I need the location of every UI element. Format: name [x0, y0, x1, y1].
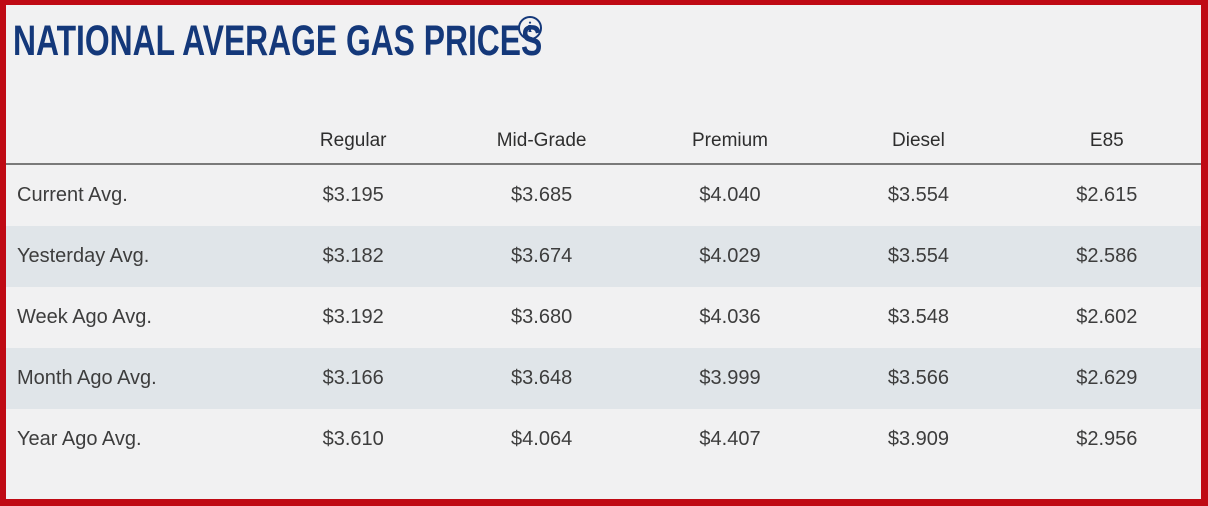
- row-label: Year Ago Avg.: [17, 428, 142, 450]
- column-header-e85: E85: [1089, 130, 1124, 151]
- price-cell: $3.554: [887, 184, 949, 206]
- column-header-midgrade: Mid-Grade: [496, 130, 587, 151]
- row-label: Yesterday Avg.: [17, 245, 150, 267]
- price-cell: $2.602: [1076, 306, 1138, 328]
- price-cell: $4.407: [699, 428, 761, 450]
- price-cell: $4.029: [699, 245, 761, 267]
- table-header-row: Regular Mid-Grade Premium Diesel E85: [6, 64, 1201, 165]
- price-cell: $2.956: [1076, 428, 1138, 450]
- row-label: Current Avg.: [17, 184, 128, 206]
- price-cell: $3.554: [887, 245, 949, 267]
- table-row-current-avg: Current Avg. $3.195 $3.685 $4.040 $3.554…: [6, 165, 1201, 226]
- price-cell: $3.610: [322, 428, 384, 450]
- price-cell: $2.615: [1076, 184, 1138, 206]
- price-cell: $3.192: [322, 306, 384, 328]
- info-icon[interactable]: i: [518, 16, 542, 40]
- price-cell: $4.040: [699, 184, 761, 206]
- price-cell: $3.685: [511, 184, 573, 206]
- price-cell: $3.566: [887, 367, 949, 389]
- price-cell: $4.036: [699, 306, 761, 328]
- price-cell: $4.064: [511, 428, 573, 450]
- gas-price-table: Regular Mid-Grade Premium Diesel E85 Cur…: [6, 64, 1201, 470]
- column-header-premium: Premium: [692, 130, 769, 151]
- price-cell: $3.548: [887, 306, 949, 328]
- price-cell: $3.680: [511, 306, 573, 328]
- row-label: Week Ago Avg.: [17, 306, 152, 328]
- price-cell: $2.586: [1076, 245, 1138, 267]
- price-cell: $3.999: [699, 367, 761, 389]
- price-cell: $3.195: [322, 184, 384, 206]
- price-cell: $3.182: [322, 245, 384, 267]
- table-row-week-ago-avg: Week Ago Avg. $3.192 $3.680 $4.036 $3.54…: [6, 287, 1201, 348]
- column-header-diesel: Diesel: [892, 130, 945, 151]
- table-row-month-ago-avg: Month Ago Avg. $3.166 $3.648 $3.999 $3.5…: [6, 348, 1201, 409]
- table-row-yesterday-avg: Yesterday Avg. $3.182 $3.674 $4.029 $3.5…: [6, 226, 1201, 287]
- column-header-regular: Regular: [319, 130, 387, 151]
- page-title: NATIONAL AVERAGE GAS PRICES: [13, 18, 728, 64]
- price-cell: $3.166: [322, 367, 384, 389]
- price-cell: $2.629: [1076, 367, 1138, 389]
- page-title-text: NATIONAL AVERAGE GAS PRICES: [13, 17, 543, 65]
- price-cell: $3.909: [887, 428, 949, 450]
- price-cell: $3.648: [511, 367, 573, 389]
- row-label: Month Ago Avg.: [17, 367, 157, 389]
- panel-header: NATIONAL AVERAGE GAS PRICES i: [13, 16, 1201, 64]
- table-row-year-ago-avg: Year Ago Avg. $3.610 $4.064 $4.407 $3.90…: [6, 409, 1201, 470]
- price-cell: $3.674: [511, 245, 573, 267]
